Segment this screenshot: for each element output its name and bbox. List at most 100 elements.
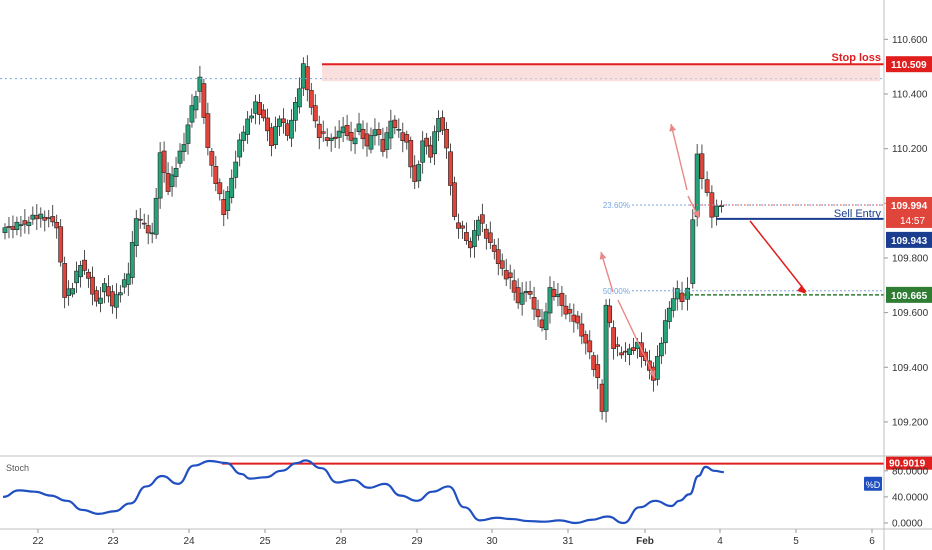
candle-body [475,219,481,236]
stoch-d-line [2,459,724,525]
price-tick-label: 110.400 [892,89,928,100]
candle-body [507,272,513,279]
candle-body [74,270,79,284]
candle-body [483,228,489,239]
candle-body [599,383,605,412]
candle-body [424,137,430,147]
candle-body [372,129,378,137]
candle-body [452,182,457,217]
pattern-arrow-up-right [670,123,688,191]
candle-body [169,174,175,187]
pattern-arrow-down-left [617,299,656,379]
candle-body [273,126,278,145]
price-pane[interactable]: Stop loss 23.60% 50.00% Sell Entry [0,52,884,423]
candle-body [360,128,366,140]
candle-body [50,216,56,223]
last-price-badge-text: 109.994 [891,201,928,212]
time-tick-label: 29 [411,536,423,547]
sell-entry-label: Sell Entry [834,208,882,220]
candle-body [679,292,685,303]
stop-loss-zone [322,64,880,82]
price-tick-label: 109.600 [892,308,929,319]
candle-body [157,152,163,199]
candle-body [265,117,270,132]
candle-body [543,311,549,330]
stoch-tick-label: 0.0000 [892,519,923,530]
pattern-arrow-up-left-head [599,252,607,260]
time-tick-label: 25 [259,536,271,547]
candle-body [106,286,111,297]
candle-body [46,217,52,219]
candle-body [440,117,445,131]
candle-body [14,221,20,230]
last-price-badge-box [886,196,932,228]
candle-body [603,304,609,412]
candle-body [277,118,282,127]
time-tick-label: 23 [107,536,119,547]
candle-body [249,115,255,119]
candle-body [658,342,664,357]
candle-body [468,241,473,249]
candle-body [189,105,195,123]
time-tick-label: 31 [562,536,574,547]
candle-body [704,179,710,193]
candle-body [149,232,155,235]
candle-body [611,327,617,349]
candle-body [714,205,720,217]
candle-body [384,132,390,150]
candle-body [503,270,509,280]
candle-body [165,173,171,192]
candle-body [420,140,426,163]
candle-body [328,137,334,141]
candle-body [185,124,191,144]
stoch-pane[interactable]: %D [2,459,884,525]
candle-body [54,222,60,229]
candle-body [320,131,326,134]
candle-body [404,134,410,143]
stoch-hline-badge-text: 90.9019 [889,459,926,470]
candle-body [292,102,298,121]
candle-body [559,292,565,306]
candle-body [539,319,545,328]
candle-body [173,167,179,177]
candle-body [205,113,211,148]
candle-body [428,144,434,158]
price-tick-label: 110.600 [892,35,928,46]
time-tick-label: 4 [717,536,723,547]
candle-body [229,177,235,198]
candle-body [364,133,370,147]
candle-body [213,166,219,184]
candle-body [416,164,422,182]
candle-body [332,136,338,139]
candle-body [300,63,306,89]
candle-body [571,314,577,322]
candle-body [396,128,402,131]
forecast-arrow-line [749,220,807,293]
candle-body [98,297,103,304]
price-tick-label: 109.400 [892,363,929,374]
candle-body [133,218,139,247]
candle-body [368,135,374,150]
candle-body [547,287,553,314]
candle-body [129,242,135,278]
time-tick-label: 6 [869,536,875,547]
candle-body [177,150,183,164]
time-tick-label: 22 [32,536,44,547]
candle-body [137,218,143,221]
candle-body [221,199,227,215]
candle-body [352,137,358,145]
candle-body [109,291,115,307]
take-profit-price-badge-box [886,286,932,303]
candle-body [340,126,346,133]
candle-body [308,90,314,108]
candle-body [2,227,8,233]
price-tick-label: 109.200 [892,417,929,428]
candle-body [241,131,247,141]
candle-body [94,290,99,302]
candle-body [591,355,597,370]
candle-body [690,219,696,284]
candle-body [289,119,294,139]
candle-body [141,222,147,225]
candle-body [324,137,330,141]
